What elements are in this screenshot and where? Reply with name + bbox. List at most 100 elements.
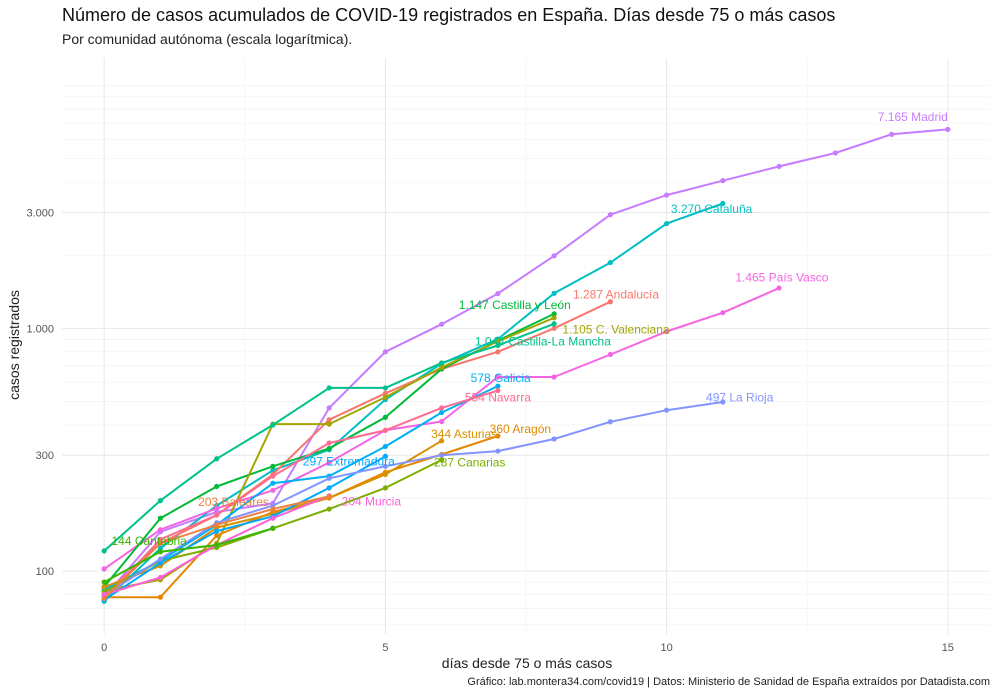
y-tick-label: 100 — [36, 566, 54, 578]
data-point — [439, 409, 445, 416]
data-point — [326, 459, 332, 466]
chart-caption: Gráfico: lab.montera34.com/covid19 | Dat… — [467, 676, 990, 688]
x-axis-title: días desde 75 o más casos — [442, 655, 612, 671]
series-line — [103, 389, 499, 600]
data-point — [439, 418, 445, 425]
series-end-labels: 7.165 Madrid 3.270 Cataluña 1.465 País Vas… — [111, 110, 947, 548]
data-point — [832, 150, 838, 156]
series-end-label: 360 Aragón — [490, 422, 551, 436]
data-point — [157, 594, 164, 600]
data-point — [270, 506, 276, 512]
series-end-label: 3.270 Cataluña — [671, 202, 753, 216]
series-line — [103, 385, 499, 591]
data-point — [101, 566, 107, 572]
data-point — [157, 574, 164, 581]
data-point — [270, 422, 276, 428]
series-end-label: 344 Asturias — [431, 427, 497, 441]
x-tick-label: 5 — [382, 642, 388, 654]
data-point — [214, 542, 220, 548]
y-tick-label: 3.000 — [26, 208, 54, 220]
data-point — [495, 349, 501, 355]
data-point — [157, 540, 164, 546]
series-end-label: 144 Cantabria — [111, 534, 187, 548]
data-point — [495, 342, 501, 349]
data-point — [551, 290, 557, 296]
data-point — [495, 387, 501, 394]
data-point — [214, 522, 220, 528]
data-point — [214, 528, 220, 534]
data-point — [720, 200, 726, 207]
series-end-label: 1.105 C. Valenciana — [562, 323, 670, 337]
data-point — [439, 405, 445, 411]
data-point — [326, 493, 332, 499]
data-point — [270, 480, 276, 486]
data-point — [664, 328, 670, 335]
data-point — [888, 131, 895, 137]
data-point — [326, 417, 332, 423]
y-tick-label: 300 — [36, 450, 54, 462]
data-point — [439, 364, 445, 371]
series-lines — [101, 126, 951, 604]
series-end-label: 1.147 Castilla y León — [459, 298, 571, 312]
chart-title: Número de casos acumulados de COVID-19 r… — [62, 5, 836, 25]
data-point — [439, 457, 445, 463]
series-end-label: 554 Navarra — [465, 390, 531, 404]
data-point — [551, 253, 557, 259]
data-point — [382, 427, 388, 433]
data-point — [664, 407, 670, 413]
data-point — [214, 512, 220, 518]
data-point — [101, 591, 107, 598]
data-point — [382, 394, 388, 400]
data-point — [382, 349, 388, 355]
series-end-label: 1.044 Castilla-La Mancha — [475, 334, 611, 348]
data-point — [157, 498, 164, 504]
data-point — [551, 374, 557, 380]
data-point — [382, 471, 388, 478]
data-point — [214, 532, 220, 539]
data-point — [157, 515, 164, 521]
data-point — [720, 399, 726, 405]
data-point — [495, 383, 501, 389]
data-point — [326, 506, 332, 512]
x-tick-label: 15 — [942, 642, 954, 654]
series-line — [103, 527, 274, 583]
data-point — [495, 448, 501, 454]
y-tick-label: 1.000 — [26, 323, 54, 335]
data-point — [945, 126, 951, 133]
data-point — [270, 463, 276, 469]
series-castilla-la-mancha — [101, 321, 557, 554]
data-point — [157, 556, 164, 562]
data-point — [157, 560, 164, 566]
data-point — [326, 405, 332, 411]
data-point — [101, 595, 107, 602]
series-line — [103, 455, 386, 601]
axes: 100 300 1.000 3.000 0 5 10 15 — [26, 208, 953, 654]
data-point — [101, 579, 107, 585]
data-point — [551, 311, 557, 317]
series-end-label: 497 La Rioja — [706, 390, 774, 404]
data-point — [270, 515, 276, 521]
data-point — [776, 285, 782, 291]
data-point — [326, 421, 332, 427]
data-point — [214, 505, 220, 512]
data-point — [551, 436, 557, 442]
data-point — [382, 453, 388, 459]
x-tick-label: 0 — [101, 642, 107, 654]
series-end-label: 7.165 Madrid — [878, 110, 948, 124]
data-point — [157, 527, 164, 533]
chart-subtitle: Por comunidad autónoma (escala logarítmi… — [62, 31, 353, 47]
series-end-label: 287 Canarias — [434, 455, 505, 469]
x-tick-label: 10 — [660, 642, 672, 654]
data-point — [495, 374, 501, 380]
data-point — [495, 338, 501, 345]
data-point — [326, 445, 332, 452]
data-point — [439, 452, 445, 458]
data-point — [607, 259, 613, 266]
data-point — [495, 291, 501, 297]
data-point — [551, 315, 557, 321]
series-end-label: 204 Murcia — [342, 495, 402, 509]
series-end-label: 578 Galicia — [471, 371, 531, 385]
data-point — [326, 475, 332, 481]
data-point — [157, 549, 164, 555]
